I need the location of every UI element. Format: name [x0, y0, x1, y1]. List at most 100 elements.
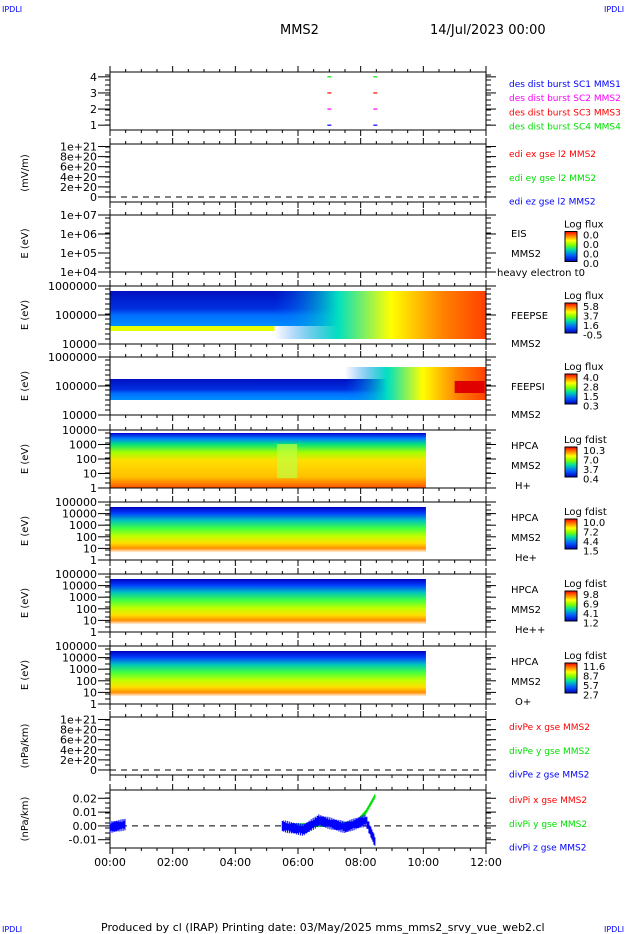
x-tick-label: 02:00 [157, 856, 189, 869]
colorbar-label: -0.5 [583, 331, 603, 342]
panel-label: MMS2 [511, 339, 541, 350]
y-tick-label: 10000 [62, 409, 97, 422]
colorbar-label: 0.0 [583, 231, 599, 242]
colorbar-label: 1.6 [583, 321, 599, 332]
panel-feepse: 10000 100000 1000000 E (eV) FEEPSE MMS2 Log fl… [20, 280, 604, 351]
y-tick-label: 1e+04 [60, 266, 97, 279]
colorbar [564, 662, 578, 694]
legend-entry: divPi x gse MMS2 [509, 796, 587, 806]
panel-label: FEEPSE [511, 311, 548, 322]
legend-entry: divPi y gse MMS2 [509, 820, 587, 830]
y-tick-label: 1000000 [48, 280, 97, 293]
series-line [109, 818, 126, 834]
colorbar-label: 2.8 [583, 383, 599, 394]
y-axis-label: (nPa/km) [20, 724, 31, 769]
y-tick-label: 0 [90, 191, 97, 204]
panel-label: HPCA [511, 657, 539, 668]
panel-frame [109, 71, 487, 131]
corner-label-top-left: IPDLI [2, 5, 22, 14]
y-axis-label: E (eV) [20, 516, 31, 546]
y-tick-label: 10000 [62, 580, 97, 593]
x-tick-label: 08:00 [345, 856, 377, 869]
y-tick-label: 100 [76, 453, 97, 466]
y-tick-label: 100000 [55, 496, 97, 509]
colorbar [564, 373, 578, 405]
y-tick-label: 1 [90, 626, 97, 639]
y-tick-label: 2e+20 [60, 754, 97, 767]
colorbar-title: Log fdist [564, 435, 607, 446]
spectrogram-hotspot [454, 381, 485, 393]
colorbar-label: 10.3 [583, 446, 605, 457]
y-tick-label: 100000 [55, 380, 97, 393]
y-tick-label: 0 [90, 764, 97, 777]
y-tick-label: 10 [83, 542, 97, 555]
legend-entry: edi ez gse l2 MMS2 [509, 198, 596, 208]
y-tick-label: 3 [90, 87, 97, 100]
spectrogram-feature [277, 444, 298, 478]
legend-entry: des dist burst SC2 MMS2 [509, 94, 621, 104]
colorbar [564, 231, 578, 262]
y-axis-label: E (eV) [20, 228, 31, 258]
y-tick-label: 0.01 [73, 806, 98, 819]
y-tick-label: 2 [90, 103, 97, 116]
y-tick-label: -0.01 [69, 834, 97, 847]
y-axis-label: E (eV) [20, 660, 31, 690]
colorbar [564, 446, 578, 478]
y-tick-label: 4e+20 [60, 744, 97, 757]
legend-entry: divPe x gse MMS2 [509, 723, 590, 733]
panel-label: H+ [515, 481, 531, 492]
colorbar-label: 5.7 [583, 681, 599, 692]
colorbar-label: 4.1 [583, 609, 599, 620]
y-tick-label: 4 [90, 71, 97, 84]
y-tick-label: 6e+20 [60, 734, 97, 747]
x-tick-label: 12:00 [470, 856, 502, 869]
panel-label: MMS2 [511, 410, 541, 421]
y-axis-label: E (eV) [20, 444, 31, 474]
x-tick-label: 00:00 [94, 856, 126, 869]
panel-divpi: -0.010.000.010.02 (nPa/km) divPi x gse MMS… [20, 784, 587, 854]
panel-label: He++ [515, 625, 545, 636]
y-tick-label: 10 [83, 686, 97, 699]
colorbar-title: Log fdist [564, 651, 607, 662]
spectrogram-fill [110, 433, 426, 488]
legend-entry: edi ex gse l2 MMS2 [509, 150, 596, 160]
y-axis-label: E (eV) [20, 300, 31, 330]
spectrogram-fill [110, 651, 426, 704]
panel-label: EIS [511, 229, 527, 240]
legend-entry: des dist burst SC1 MMS1 [509, 80, 621, 90]
panel-label: MMS2 [511, 605, 541, 616]
colorbar-title: Log flux [564, 362, 604, 373]
y-tick-label: 100 [76, 531, 97, 544]
panel-label: O+ [515, 697, 531, 708]
colorbar-label: 5.8 [583, 302, 599, 313]
panel-frame [109, 789, 487, 849]
y-tick-label: 100000 [55, 640, 97, 653]
corner-label-bottom-right: IPDLI [604, 925, 624, 934]
panel-frame [109, 214, 487, 273]
panel-frame [109, 143, 487, 203]
y-tick-label: 10000 [62, 508, 97, 521]
panel-frame [109, 716, 487, 776]
y-tick-label: 2e+20 [60, 181, 97, 194]
colorbar-label: 10.0 [583, 518, 605, 529]
y-tick-label: 1e+07 [60, 209, 97, 222]
y-tick-label: 1e+21 [60, 141, 97, 154]
colorbar-label: 9.8 [583, 590, 599, 601]
y-axis-label: (mV/m) [20, 154, 31, 192]
colorbar-label: 0.0 [583, 250, 599, 261]
series-line [281, 814, 376, 846]
y-tick-label: 100 [76, 603, 97, 616]
colorbar-title: Log fdist [564, 579, 607, 590]
y-tick-label: 1000000 [48, 351, 97, 364]
panel-label: HPCA [511, 513, 539, 524]
panel-label: He+ [515, 553, 537, 564]
legend-entry: edi ey gse l2 MMS2 [509, 174, 596, 184]
y-axis-label: (nPa/km) [20, 797, 31, 842]
panel-label: MMS2 [511, 249, 541, 260]
legend-entry: divPe z gse MMS2 [509, 771, 589, 781]
